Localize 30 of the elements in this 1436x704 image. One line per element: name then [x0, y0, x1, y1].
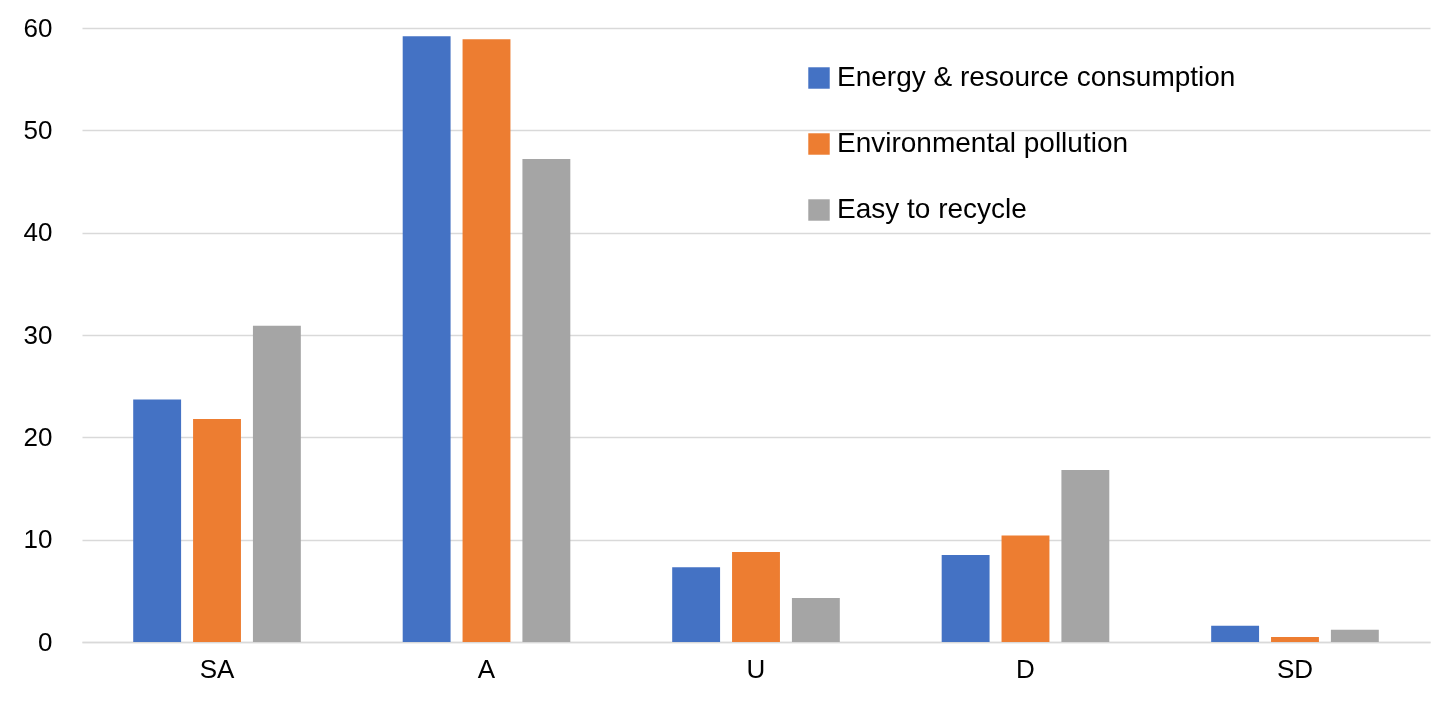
legend-label: Easy to recycle	[837, 193, 1027, 224]
y-tick-label: 0	[38, 626, 53, 657]
bar	[1330, 629, 1379, 642]
bar	[402, 36, 451, 642]
bar	[1001, 535, 1050, 642]
y-tick-label: 60	[23, 12, 53, 43]
x-tick-label: A	[477, 653, 496, 684]
x-tick-label: U	[746, 653, 766, 684]
bar	[1271, 636, 1319, 642]
bar	[1061, 470, 1110, 642]
x-tick-label: SD	[1276, 653, 1314, 684]
bar	[732, 551, 780, 642]
y-tick-label: 50	[23, 114, 53, 145]
bar	[1211, 625, 1260, 642]
bar	[522, 158, 571, 642]
legend-label: Energy & resource consumption	[837, 61, 1236, 92]
y-tick-label: 30	[23, 319, 53, 350]
x-tick-label: SA	[199, 653, 236, 684]
x-tick-label: D	[1016, 653, 1035, 684]
bar	[791, 598, 840, 642]
bar	[193, 418, 241, 642]
y-tick-label: 40	[23, 217, 53, 248]
bar	[462, 39, 511, 642]
bar	[252, 325, 301, 642]
legend-label: Environmental pollution	[837, 127, 1129, 158]
y-tick-label: 20	[23, 421, 53, 452]
bar	[133, 399, 182, 642]
bar	[941, 555, 990, 642]
y-tick-label: 10	[23, 524, 53, 555]
bar	[672, 567, 721, 642]
